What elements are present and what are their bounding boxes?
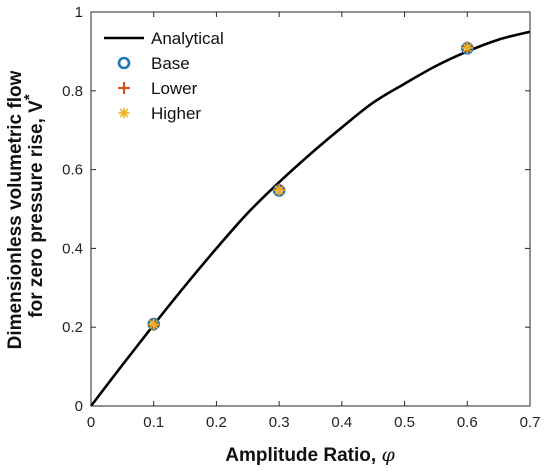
x-tick-label: 0.7 [520, 414, 541, 431]
series-line-analytical [89, 30, 531, 407]
x-axis-label: Amplitude Ratio, φ [225, 444, 395, 466]
axes [90, 11, 531, 407]
x-tick-label: 0.6 [457, 414, 478, 431]
y-axis-label-superscript: * [21, 94, 38, 100]
x-tick-label: 0.3 [269, 414, 290, 431]
legend-entry-lower: Lower [118, 79, 198, 98]
x-axis-label-text: Amplitude Ratio, [225, 445, 381, 466]
series-lines [89, 30, 531, 407]
legend-swatch [118, 107, 130, 119]
y-axis-label-line2: for zero pressure rise, V* [21, 94, 47, 318]
y-axis-label-line2-text: for zero pressure rise, V [26, 100, 47, 318]
y-tick-label: 0 [75, 398, 83, 415]
legend-label: Analytical [151, 29, 224, 48]
legend: Analytical Base Lower Higher [104, 29, 224, 123]
plot-area [91, 12, 530, 406]
axes-box [90, 11, 531, 407]
y-tick-label: 0.4 [62, 240, 83, 257]
legend-label: Base [151, 54, 190, 73]
legend-entry-higher: Higher [118, 104, 201, 123]
y-tick-label: 0.6 [62, 162, 83, 179]
y-tick-label: 0.8 [62, 83, 83, 100]
x-tick-label: 0 [87, 414, 95, 431]
legend-label: Higher [151, 104, 201, 123]
legend-swatch [117, 56, 131, 70]
data-point-higher-1 [148, 318, 160, 330]
series-markers [147, 41, 474, 331]
y-tick-label: 0.2 [62, 319, 83, 336]
x-tick-label: 0.1 [143, 414, 164, 431]
y-tick-label: 1 [75, 4, 83, 21]
data-point-higher-3 [461, 42, 473, 54]
x-tick-label: 0.2 [206, 414, 227, 431]
x-tick-label: 0.5 [394, 414, 415, 431]
legend-entry-analytical: Analytical [104, 29, 224, 48]
legend-label: Lower [151, 79, 198, 98]
x-tick-label: 0.4 [331, 414, 352, 431]
data-point-higher-2 [273, 184, 285, 196]
y-axis-label-line1: Dimensionless volumetric flow [5, 70, 26, 349]
legend-entry-base: Base [117, 54, 190, 73]
tick-labels: 0 0.1 0.2 0.3 0.4 0.5 0.6 0.7 0 0.2 0.4 0.6 0.8 1 [62, 4, 540, 431]
plot-background [91, 12, 530, 406]
legend-swatch [118, 82, 130, 94]
x-axis-label-symbol: φ [381, 444, 395, 466]
